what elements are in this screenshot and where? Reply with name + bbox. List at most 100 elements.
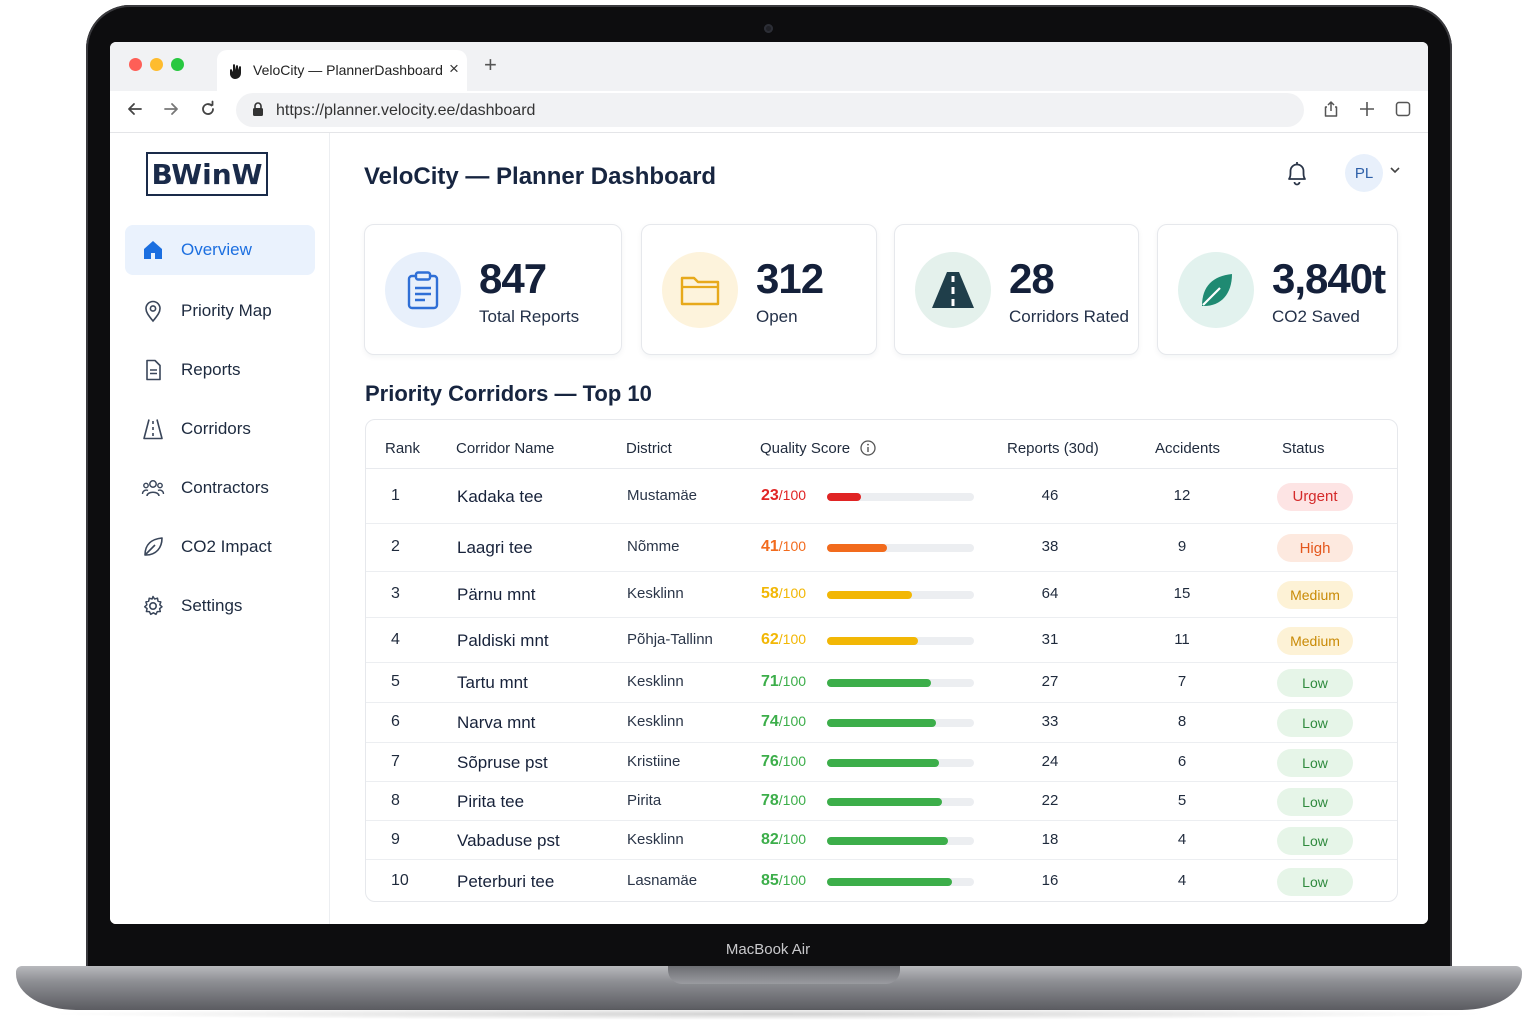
status-badge: Low xyxy=(1277,669,1353,697)
corridor-name-cell[interactable]: Paldiski mnt xyxy=(457,630,549,650)
district-cell: Lasnamäe xyxy=(627,871,698,889)
rank-cell: 3 xyxy=(391,585,400,602)
quality-score-value: 76 xyxy=(761,752,779,770)
column-header-accidents[interactable]: Accidents xyxy=(1155,440,1221,457)
avatar[interactable]: PL xyxy=(1345,154,1383,192)
quality-score-bar-fill xyxy=(827,797,942,806)
browser-tab[interactable]: VeloCity — PlannerDashboard × xyxy=(217,50,467,91)
url-text: https://planner.velocity.ee/dashboard xyxy=(276,102,536,119)
accidents-cell: 5 xyxy=(1177,791,1187,809)
clipboard-icon xyxy=(407,271,439,310)
tab-close-icon[interactable]: × xyxy=(449,59,459,78)
rank-cell: 8 xyxy=(391,791,400,809)
reports-cell: 38 xyxy=(1041,538,1059,555)
gear-icon xyxy=(143,595,163,616)
sidebar-item-label: Overview xyxy=(181,240,252,259)
column-header-status[interactable]: Status xyxy=(1282,440,1325,457)
reload-icon[interactable] xyxy=(199,100,217,118)
close-window-button[interactable] xyxy=(129,58,142,71)
back-icon[interactable] xyxy=(126,100,144,118)
info-icon[interactable] xyxy=(860,440,876,456)
corridor-name-cell[interactable]: Pirita tee xyxy=(457,791,525,811)
column-header-name[interactable]: Corridor Name xyxy=(456,440,555,457)
quality-score-suffix: /100 xyxy=(778,752,807,769)
corridor-name-cell[interactable]: Narva mnt xyxy=(457,713,536,732)
app-root: BWinW Overview Priority Map Reports Corr… xyxy=(110,133,1428,924)
quality-score-value: 82 xyxy=(761,830,779,848)
quality-score-cell: 62/100 xyxy=(761,631,806,649)
corridor-name-cell[interactable]: Tartu mnt xyxy=(457,673,528,692)
quality-score-value: 74 xyxy=(761,713,779,730)
sidebar-item-overview[interactable]: Overview xyxy=(125,225,315,275)
table-row[interactable]: 8 Pirita tee Pirita 78/100 22 5 Low xyxy=(366,782,1397,821)
quality-score-cell: 58/100 xyxy=(761,585,806,603)
table-row[interactable]: 6 Narva mnt Kesklinn 74/100 33 8 Low xyxy=(366,703,1397,743)
table-row[interactable]: 10 Peterburi tee Lasnamäe 85/100 16 4 Low xyxy=(366,860,1397,901)
table-row[interactable]: 3 Pärnu mnt Kesklinn 58/100 64 15 Medium xyxy=(366,572,1397,618)
table-row[interactable]: 5 Tartu mnt Kesklinn 71/100 27 7 Low xyxy=(366,663,1397,703)
quality-score-value: 85 xyxy=(761,871,779,889)
district-cell: Kesklinn xyxy=(627,673,684,690)
quality-score-bar xyxy=(827,758,974,767)
sidebar-item-contractors[interactable]: Contractors xyxy=(125,463,315,513)
rank-cell: 6 xyxy=(391,713,400,730)
status-badge: Medium xyxy=(1277,581,1353,609)
laptop-notch xyxy=(668,966,900,984)
column-header-rank[interactable]: Rank xyxy=(385,440,421,457)
table-row[interactable]: 1 Kadaka tee Mustamäe 23/100 46 12 Urgent xyxy=(366,469,1397,524)
add-tab-icon[interactable] xyxy=(1358,100,1376,118)
document-icon xyxy=(146,359,161,381)
road-icon xyxy=(932,272,974,308)
reports-cell: 22 xyxy=(1041,791,1059,809)
tab-overview-icon[interactable] xyxy=(1394,100,1412,118)
table-row[interactable]: 9 Vabaduse pst Kesklinn 82/100 18 4 Low xyxy=(366,821,1397,860)
quality-score-bar-fill xyxy=(827,836,948,845)
browser-tabbar: VeloCity — PlannerDashboard × + xyxy=(110,42,1428,91)
status-badge: High xyxy=(1277,534,1353,562)
sidebar-item-corridors[interactable]: Corridors xyxy=(125,404,315,454)
quality-score-value: 78 xyxy=(761,791,779,809)
column-header-district[interactable]: District xyxy=(626,440,672,457)
quality-score-bar xyxy=(827,492,974,501)
minimize-window-button[interactable] xyxy=(150,58,163,71)
corridor-name-cell[interactable]: Laagri tee xyxy=(457,538,533,557)
logo[interactable]: BWinW xyxy=(146,152,268,196)
quality-score-value: 58 xyxy=(761,585,779,602)
table-row[interactable]: 4 Paldiski mnt Põhja-Tallinn 62/100 31 11 Medi… xyxy=(366,618,1397,663)
laptop-lid: VeloCity — PlannerDashboard × + https://… xyxy=(86,5,1452,973)
lock-icon xyxy=(253,102,263,116)
corridor-name-cell[interactable]: Vabaduse pst xyxy=(457,830,560,850)
maximize-window-button[interactable] xyxy=(171,58,184,71)
quality-score-bar xyxy=(827,797,974,806)
rank-cell: 5 xyxy=(391,673,400,690)
forward-icon[interactable] xyxy=(162,100,180,118)
corridor-name-cell[interactable]: Sõpruse pst xyxy=(457,752,548,772)
new-tab-icon[interactable]: + xyxy=(484,52,497,77)
sidebar-item-settings[interactable]: Settings xyxy=(125,581,315,631)
accidents-cell: 8 xyxy=(1177,713,1187,730)
sidebar-item-co2-impact[interactable]: CO2 Impact xyxy=(125,522,315,572)
rank-cell: 2 xyxy=(391,538,400,555)
quality-score-suffix: /100 xyxy=(778,791,807,808)
table-row[interactable]: 7 Sõpruse pst Kristiine 76/100 24 6 Low xyxy=(366,743,1397,782)
kpi-card-open: 312 Open xyxy=(641,224,877,355)
chevron-down-icon[interactable] xyxy=(1389,165,1401,175)
quality-score-bar xyxy=(827,719,974,727)
bell-icon[interactable] xyxy=(1284,159,1310,187)
quality-score-bar xyxy=(827,836,974,845)
corridor-name-cell[interactable]: Kadaka tee xyxy=(457,486,544,506)
corridor-name-cell[interactable]: Pärnu mnt xyxy=(457,585,536,604)
column-header-reports[interactable]: Reports (30d) xyxy=(1007,440,1099,457)
sidebar-item-priority-map[interactable]: Priority Map xyxy=(125,286,315,336)
kpi-icon-badge xyxy=(1178,252,1254,328)
accidents-cell: 7 xyxy=(1177,673,1187,690)
column-header-quality-score[interactable]: Quality Score xyxy=(760,440,876,457)
quality-score-suffix: /100 xyxy=(778,871,807,888)
sidebar-item-reports[interactable]: Reports xyxy=(125,345,315,395)
quality-score-bar xyxy=(827,877,974,886)
table-row[interactable]: 2 Laagri tee Nõmme 41/100 38 9 High xyxy=(366,524,1397,572)
corridor-name-cell[interactable]: Peterburi tee xyxy=(457,871,555,891)
reports-cell: 33 xyxy=(1041,713,1059,730)
share-icon[interactable] xyxy=(1322,100,1340,118)
url-bar[interactable]: https://planner.velocity.ee/dashboard xyxy=(236,93,1304,127)
